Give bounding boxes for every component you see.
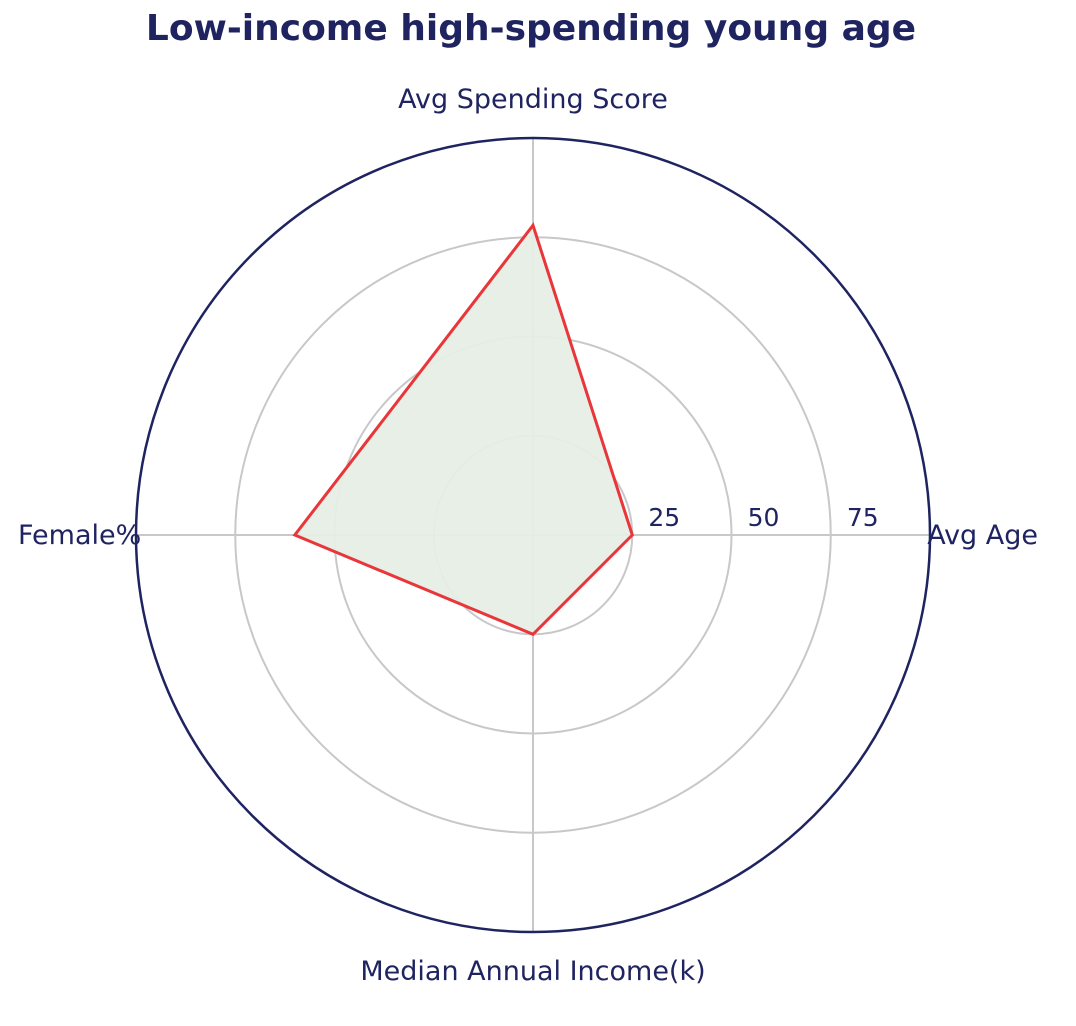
tick-label-50: 50 bbox=[748, 503, 780, 532]
series-polygon bbox=[292, 222, 635, 637]
axis-labels: Avg Age Avg Spending Score Female% Median A… bbox=[18, 84, 1038, 987]
tick-labels: 25 50 75 bbox=[648, 503, 878, 532]
tick-label-75: 75 bbox=[847, 503, 879, 532]
axis-label-0: Avg Age bbox=[927, 520, 1038, 551]
outer-ring bbox=[134, 136, 932, 934]
axis-label-2: Female% bbox=[18, 520, 141, 551]
series-layer bbox=[292, 222, 635, 637]
chart-title: Low-income high-spending young age bbox=[146, 8, 916, 49]
axis-label-1: Avg Spending Score bbox=[398, 84, 668, 115]
axis-label-3: Median Annual Income(k) bbox=[360, 956, 705, 987]
tick-label-25: 25 bbox=[648, 503, 680, 532]
